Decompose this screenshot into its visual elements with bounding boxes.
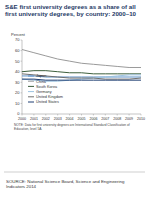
plot-area	[22, 50, 141, 82]
x-axis	[22, 114, 141, 115]
y-tick-label: 60	[15, 48, 20, 53]
series-line	[22, 50, 141, 68]
y-tick	[21, 71, 23, 72]
x-tick-label: 2001	[30, 117, 38, 121]
y-tick-label: 40	[15, 69, 20, 74]
legend-label: United States	[36, 100, 59, 104]
note-line: Education, level 5A.	[14, 127, 42, 131]
x-tick	[129, 114, 130, 116]
source-line: Indicators 2014	[6, 184, 37, 189]
y-tick-label: 10	[15, 101, 20, 106]
y-tick-label: 20	[15, 90, 20, 95]
x-tick-label: 2003	[54, 117, 62, 121]
legend-swatch	[28, 102, 34, 103]
x-tick	[57, 114, 58, 116]
x-tick	[105, 114, 106, 116]
legend-swatch	[28, 91, 34, 92]
x-tick-label: 2009	[125, 117, 133, 121]
y-tick-label: 70	[15, 37, 20, 42]
y-tick-label: 50	[15, 59, 20, 64]
x-tick-label: 2004	[66, 117, 74, 121]
x-tick	[69, 114, 70, 116]
title-line: first university degrees, by country: 20…	[5, 10, 137, 17]
legend-swatch	[28, 96, 34, 97]
x-tick	[93, 114, 94, 116]
y-tick-label: 30	[15, 80, 20, 85]
x-tick-label: 2002	[42, 117, 50, 121]
legend-swatch	[28, 76, 34, 77]
note: NOTE: Data for first university degrees …	[14, 123, 130, 131]
x-tick	[22, 114, 23, 116]
background	[0, 0, 149, 198]
legend-label: United Kingdom	[36, 95, 63, 99]
title-line: S&E first university degrees as a share …	[5, 3, 136, 10]
y-tick	[21, 61, 23, 62]
y-tick	[21, 114, 23, 115]
y-axis-label: Percent	[11, 32, 26, 37]
separator	[4, 172, 145, 173]
y-tick	[21, 92, 23, 93]
y-tick	[21, 50, 23, 51]
x-tick-label: 2010	[137, 117, 145, 121]
y-tick	[21, 82, 23, 83]
x-tick	[81, 114, 82, 116]
y-axis	[22, 40, 23, 114]
x-tick	[45, 114, 46, 116]
x-tick-label: 2005	[78, 117, 86, 121]
legend-label: Japan	[36, 74, 46, 78]
title: S&E first university degrees as a share …	[5, 3, 137, 17]
x-tick	[141, 114, 142, 116]
x-tick-label: 2006	[89, 117, 97, 121]
legend-label: South Korea	[36, 85, 58, 89]
x-tick-label: 2008	[113, 117, 121, 121]
legend-swatch	[28, 81, 34, 82]
x-tick	[33, 114, 34, 116]
legend-label: China	[36, 80, 47, 84]
y-tick	[21, 103, 23, 104]
legend-label: Germany	[36, 90, 52, 94]
x-tick-label: 2007	[101, 117, 109, 121]
series-line	[22, 74, 141, 79]
source: SOURCE: National Science Board, Science …	[6, 179, 125, 189]
x-tick	[117, 114, 118, 116]
x-tick-label: 2000	[18, 117, 26, 121]
y-tick	[21, 40, 23, 41]
legend-swatch	[28, 86, 34, 87]
